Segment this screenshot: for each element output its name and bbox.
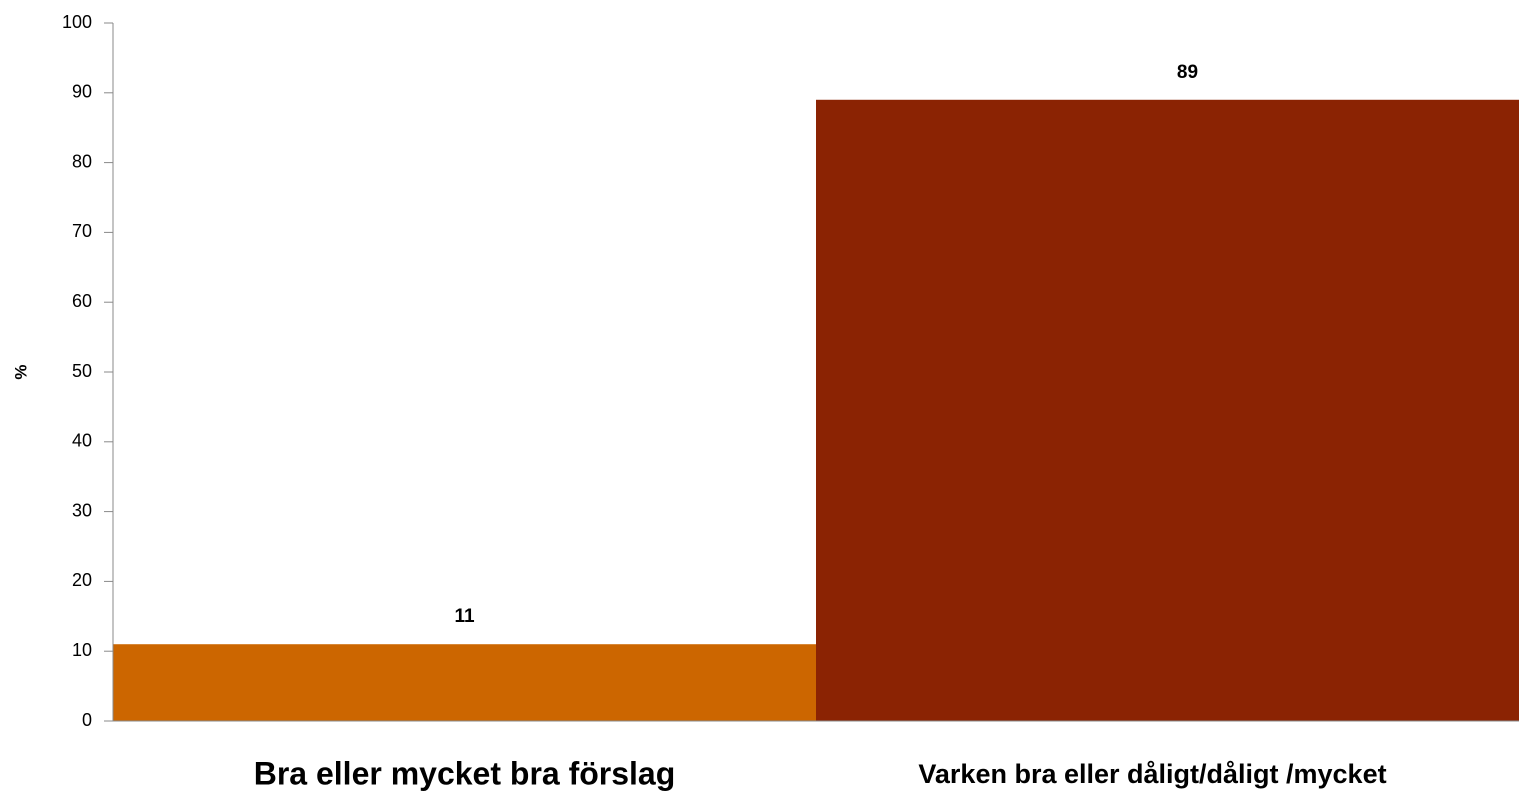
- y-tick-label: 70: [72, 221, 92, 241]
- bar: [816, 99, 1519, 721]
- bar: [113, 644, 816, 721]
- data-label: 89: [1177, 62, 1198, 83]
- y-tick-label: 10: [72, 640, 92, 660]
- x-tick-label: Varken bra eller dåligt/dåligt /mycket: [918, 759, 1386, 789]
- y-tick-label: 80: [72, 151, 92, 171]
- y-tick-label: 90: [72, 82, 92, 102]
- y-tick-label: 20: [72, 570, 92, 590]
- y-tick-label: 30: [72, 500, 92, 520]
- y-tick-label: 40: [72, 431, 92, 451]
- data-label: 11: [454, 606, 475, 627]
- y-axis-label: %: [11, 364, 30, 379]
- y-tick-label: 100: [62, 12, 92, 32]
- y-tick-label: 0: [82, 710, 92, 730]
- x-tick-label: Bra eller mycket bra förslag: [254, 755, 676, 791]
- y-tick-label: 60: [72, 291, 92, 311]
- y-tick-label: 50: [72, 361, 92, 381]
